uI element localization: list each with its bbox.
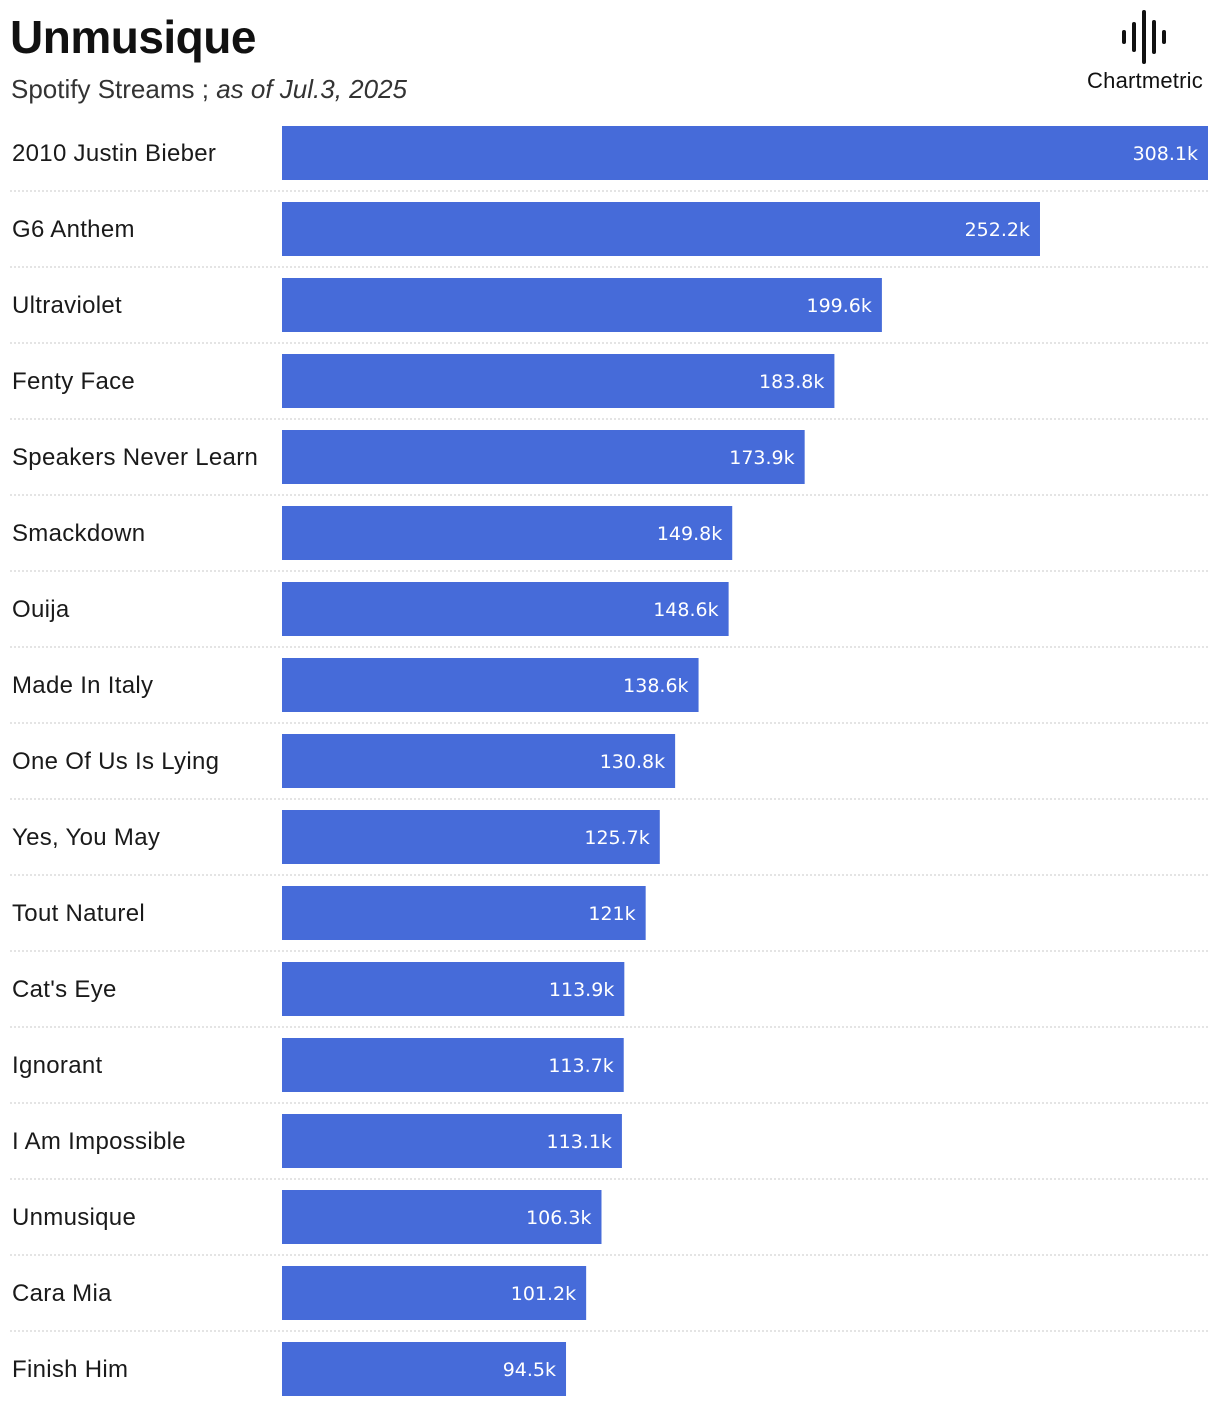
bar xyxy=(282,126,1208,180)
subtitle-date: as of Jul.3, 2025 xyxy=(216,74,407,104)
bar xyxy=(282,734,676,788)
bar xyxy=(282,810,660,864)
category-label: Finish Him xyxy=(12,1356,128,1383)
value-label: 138.6k xyxy=(623,675,688,697)
category-label: Made In Italy xyxy=(12,672,153,699)
category-label: Speakers Never Learn xyxy=(12,444,258,471)
chartmetric-logo: Chartmetric xyxy=(1080,8,1210,94)
value-label: 113.9k xyxy=(549,979,614,1001)
value-label: 308.1k xyxy=(1133,143,1198,165)
bar xyxy=(282,582,729,636)
subtitle-metric: Spotify Streams ; xyxy=(11,74,217,104)
logo-text: Chartmetric xyxy=(1087,68,1203,93)
value-label: 183.8k xyxy=(759,371,824,393)
chart-subtitle: Spotify Streams ; as of Jul.3, 2025 xyxy=(11,72,407,106)
category-label: Yes, You May xyxy=(12,824,160,851)
bar xyxy=(282,354,835,408)
bar xyxy=(282,1342,567,1396)
category-label: Fenty Face xyxy=(12,368,135,395)
value-label: 173.9k xyxy=(729,447,794,469)
category-label: Ouija xyxy=(12,596,70,623)
chart-title: Unmusique xyxy=(10,11,256,63)
value-label: 94.5k xyxy=(503,1359,556,1381)
category-label: Cat's Eye xyxy=(12,976,117,1003)
bar xyxy=(282,202,1040,256)
value-label: 149.8k xyxy=(657,523,722,545)
value-label: 113.1k xyxy=(547,1131,612,1153)
bar xyxy=(282,962,625,1016)
category-label: Cara Mia xyxy=(12,1280,112,1307)
bar xyxy=(282,1266,587,1320)
category-label: Ultraviolet xyxy=(12,292,122,319)
category-label: G6 Anthem xyxy=(12,216,135,243)
value-label: 148.6k xyxy=(653,599,718,621)
category-label: I Am Impossible xyxy=(12,1128,186,1155)
bar xyxy=(282,658,699,712)
category-label: Ignorant xyxy=(12,1052,102,1079)
value-label: 130.8k xyxy=(600,751,665,773)
bar xyxy=(282,430,805,484)
value-label: 199.6k xyxy=(806,295,871,317)
bar xyxy=(282,1038,624,1092)
category-label: Unmusique xyxy=(12,1204,136,1231)
bar xyxy=(282,506,733,560)
bar xyxy=(282,1190,602,1244)
value-label: 101.2k xyxy=(511,1283,576,1305)
category-label: Smackdown xyxy=(12,520,145,547)
value-label: 106.3k xyxy=(526,1207,591,1229)
value-label: 125.7k xyxy=(584,827,649,849)
category-label: 2010 Justin Bieber xyxy=(12,140,216,167)
sound-wave-icon xyxy=(1122,10,1166,64)
bar xyxy=(282,278,882,332)
category-label: One Of Us Is Lying xyxy=(12,748,219,775)
category-label: Tout Naturel xyxy=(12,900,145,927)
bar xyxy=(282,886,646,940)
value-label: 113.7k xyxy=(548,1055,613,1077)
value-label: 121k xyxy=(588,903,635,925)
bar xyxy=(282,1114,622,1168)
value-label: 252.2k xyxy=(965,219,1030,241)
